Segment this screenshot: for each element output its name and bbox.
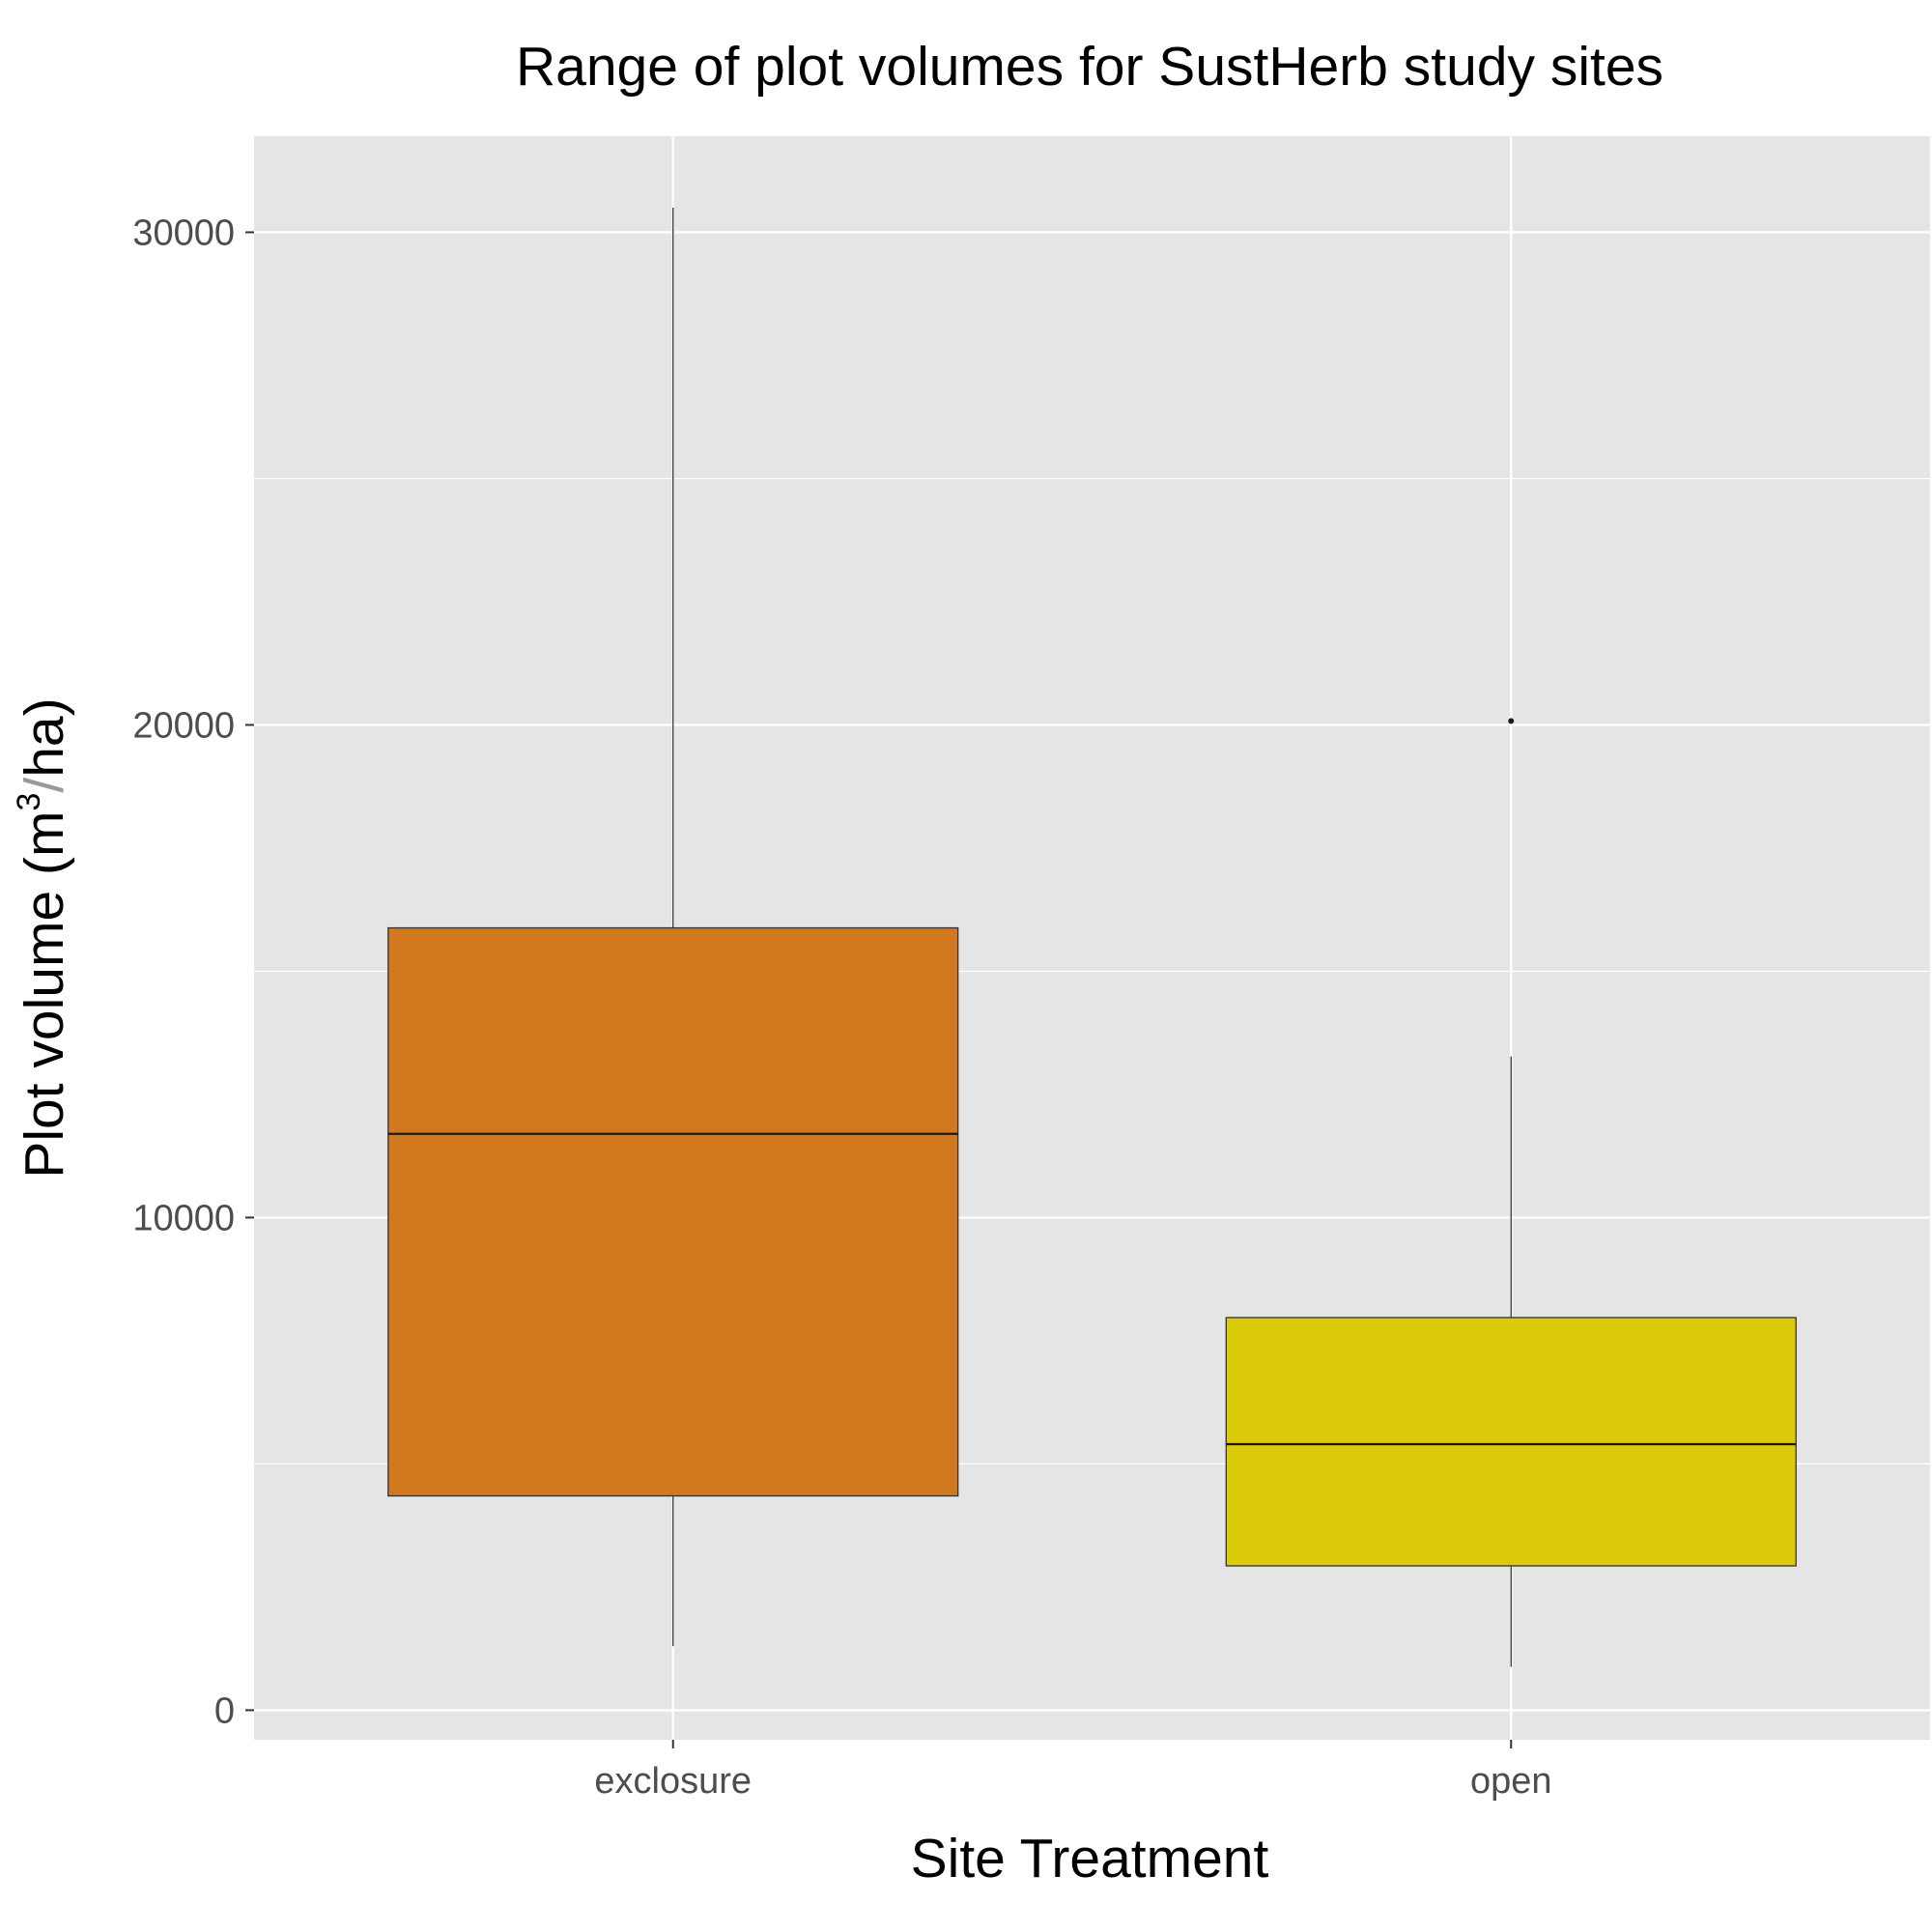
x-tick-label: exclosure xyxy=(594,1761,752,1802)
y-tick-label: 10000 xyxy=(132,1198,235,1238)
y-axis-title-close-paren: ) xyxy=(14,697,75,716)
y-axis-title-superscript: 3 xyxy=(11,793,47,811)
y-axis-title-slash: / xyxy=(14,778,75,793)
y-axis-title-prefix: Plot volume xyxy=(14,875,75,1179)
x-axis-ticks: exclosure open xyxy=(594,1740,1552,1802)
iqr-box xyxy=(1225,1317,1797,1567)
x-axis-title: Site Treatment xyxy=(911,1828,1269,1889)
y-tick-label: 0 xyxy=(214,1690,235,1731)
iqr-box xyxy=(387,926,959,1497)
y-tick-label: 30000 xyxy=(132,213,235,253)
x-tick-label: open xyxy=(1470,1761,1552,1802)
box-open xyxy=(1225,718,1797,1667)
box-exclosure xyxy=(387,207,959,1647)
outlier-point xyxy=(1508,718,1515,724)
y-axis-title-unit-denominator: ha xyxy=(14,716,75,778)
y-axis-title: Plot volume (m3/ha) xyxy=(11,697,75,1178)
chart-title: Range of plot volumes for SustHerb study… xyxy=(516,36,1663,98)
boxes xyxy=(387,207,1797,1667)
y-axis-title-open-paren: ( xyxy=(14,857,75,875)
y-axis-title-unit-base: m xyxy=(14,811,75,857)
y-tick-label: 20000 xyxy=(132,705,235,746)
y-axis-ticks: 0 10000 20000 30000 xyxy=(132,213,254,1731)
